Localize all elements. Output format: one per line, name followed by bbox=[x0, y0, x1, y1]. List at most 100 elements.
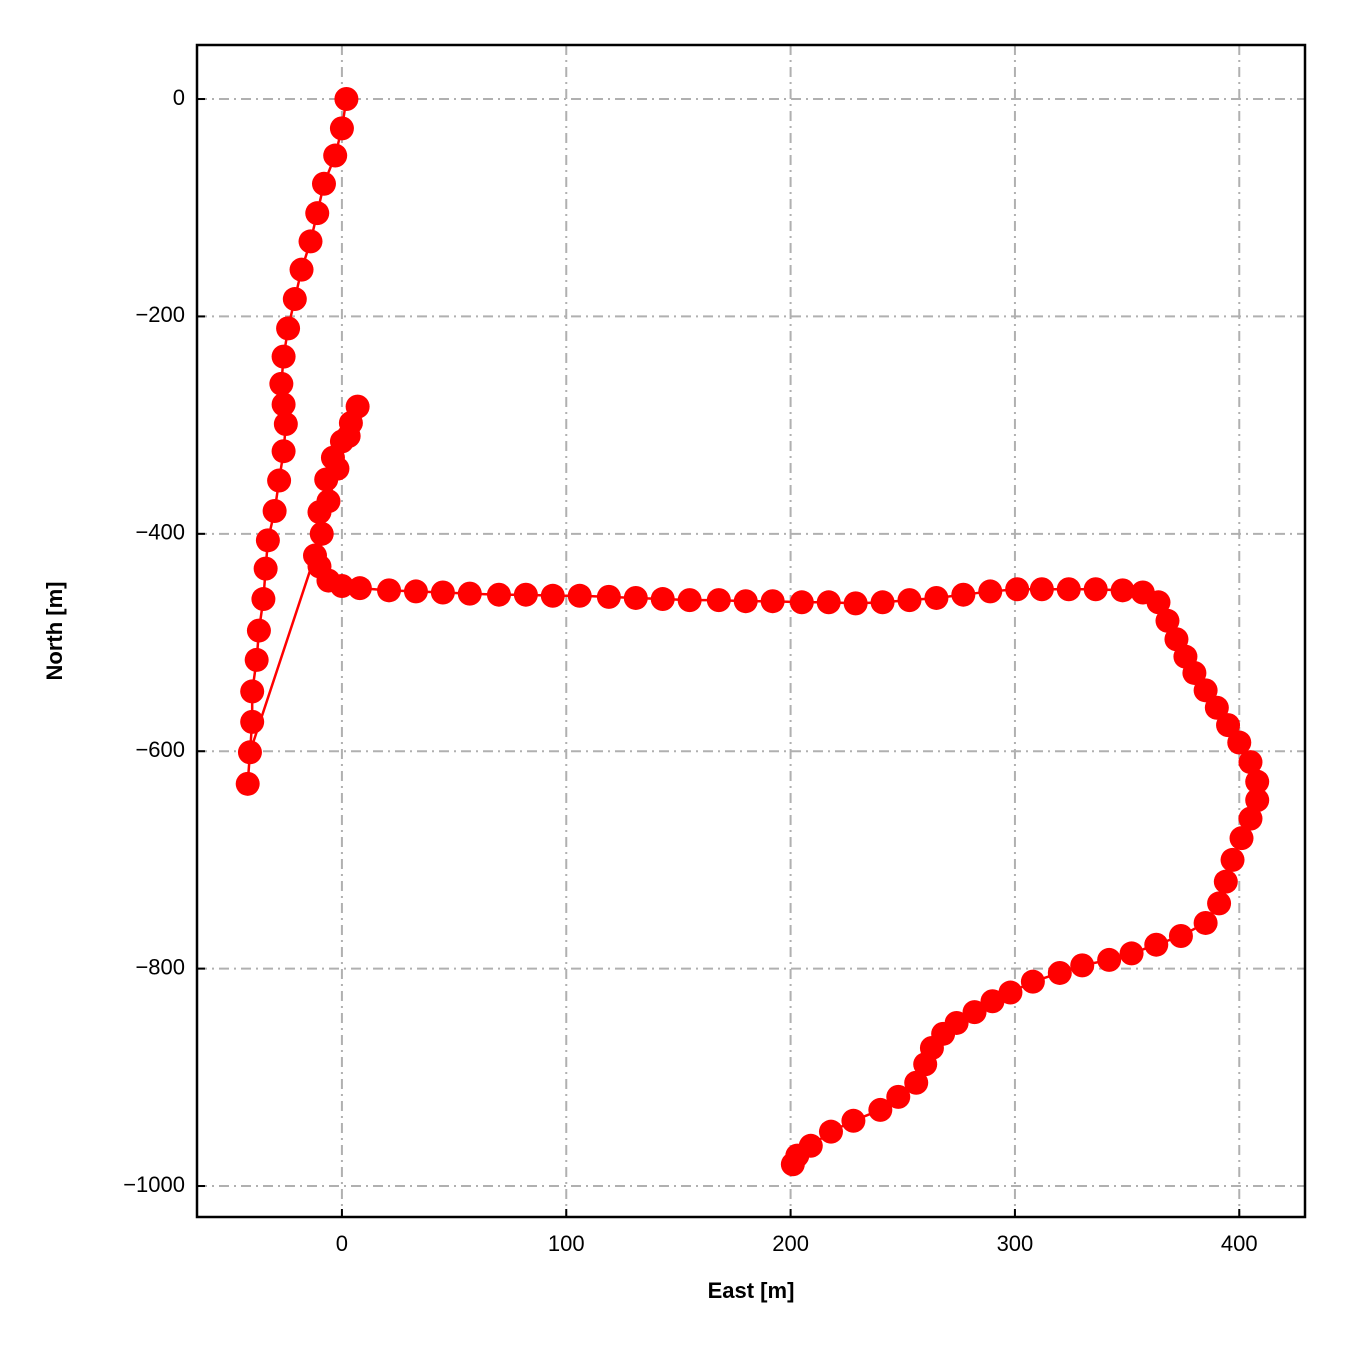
track-point bbox=[1213, 869, 1238, 894]
track-point bbox=[271, 439, 296, 464]
track-point bbox=[271, 392, 296, 417]
track-point bbox=[251, 587, 276, 612]
track-point bbox=[567, 583, 592, 608]
track-point bbox=[998, 980, 1023, 1005]
track-point bbox=[980, 989, 1005, 1014]
track-point bbox=[329, 116, 354, 141]
track-point bbox=[1020, 969, 1045, 994]
track-point bbox=[1005, 577, 1030, 602]
plot-frame bbox=[195, 43, 1307, 1219]
y-tick-label: −1000 bbox=[123, 1172, 185, 1197]
track-point bbox=[818, 1119, 843, 1144]
track-point bbox=[255, 528, 280, 553]
track-point bbox=[237, 740, 262, 765]
track-point bbox=[329, 573, 354, 598]
track-point bbox=[596, 584, 621, 609]
track-point bbox=[246, 618, 271, 643]
track-point bbox=[843, 591, 868, 616]
x-tick-label: 200 bbox=[772, 1231, 809, 1256]
track-point bbox=[457, 581, 482, 606]
track-point bbox=[334, 87, 359, 112]
track-point bbox=[897, 588, 922, 613]
track-point bbox=[886, 1084, 911, 1109]
track-point bbox=[816, 590, 841, 615]
track-point bbox=[430, 580, 455, 605]
x-tick-label: 100 bbox=[548, 1231, 585, 1256]
y-tick-label: −200 bbox=[135, 302, 185, 327]
track-point bbox=[868, 1097, 893, 1122]
track-point bbox=[276, 316, 301, 341]
track-point bbox=[1193, 678, 1218, 703]
x-tick-label: 400 bbox=[1221, 1231, 1258, 1256]
track-point bbox=[289, 257, 314, 282]
track-point bbox=[623, 585, 648, 610]
track-point bbox=[240, 709, 265, 734]
track-point bbox=[267, 468, 292, 493]
track-point bbox=[1144, 932, 1169, 957]
track-point bbox=[1216, 713, 1241, 738]
track-point bbox=[271, 344, 296, 369]
track-point bbox=[1229, 826, 1254, 851]
track-point bbox=[1056, 577, 1081, 602]
track-point bbox=[347, 576, 372, 601]
x-axis-label: East [m] bbox=[708, 1278, 795, 1303]
track-point bbox=[650, 587, 675, 612]
track-point bbox=[403, 579, 428, 604]
track-point bbox=[298, 229, 323, 254]
y-tick-label: −600 bbox=[135, 737, 185, 762]
track-point bbox=[323, 143, 348, 168]
y-axis-label: North [m] bbox=[42, 582, 67, 681]
track-point bbox=[1220, 847, 1245, 872]
track-point bbox=[913, 1052, 938, 1077]
y-tick-label: −800 bbox=[135, 954, 185, 979]
track-point bbox=[978, 579, 1003, 604]
track-point bbox=[1245, 788, 1270, 813]
track-point bbox=[1238, 806, 1263, 831]
track-point bbox=[325, 456, 350, 481]
track-point bbox=[240, 679, 265, 704]
track-point bbox=[235, 771, 260, 796]
track-point bbox=[345, 394, 370, 419]
track-point bbox=[677, 588, 702, 613]
y-tick-label: −400 bbox=[135, 520, 185, 545]
track-point bbox=[1047, 960, 1072, 985]
track-point bbox=[1110, 578, 1135, 603]
track-point bbox=[311, 171, 336, 196]
track-point bbox=[1245, 769, 1270, 794]
track-point bbox=[262, 498, 287, 523]
track-point bbox=[1227, 730, 1252, 755]
track-point bbox=[316, 489, 341, 514]
track-line bbox=[246, 98, 1259, 1165]
track-point bbox=[377, 578, 402, 603]
track-point bbox=[1207, 891, 1232, 916]
track-point bbox=[733, 589, 758, 614]
track-point bbox=[1168, 924, 1193, 949]
track-point bbox=[904, 1070, 929, 1095]
x-tick-label: 300 bbox=[997, 1231, 1034, 1256]
track-point bbox=[962, 1000, 987, 1025]
track-point bbox=[1097, 947, 1122, 972]
track-point bbox=[253, 556, 278, 581]
track-point bbox=[706, 588, 731, 613]
x-tick-label: 0 bbox=[336, 1231, 348, 1256]
track-point bbox=[789, 590, 814, 615]
track-point bbox=[1146, 590, 1171, 615]
track-point bbox=[336, 423, 361, 448]
track-point bbox=[780, 1152, 805, 1177]
track-point bbox=[841, 1108, 866, 1133]
y-tick-label: 0 bbox=[173, 85, 185, 110]
track-point bbox=[1204, 695, 1229, 720]
track-point bbox=[273, 412, 298, 437]
track-point bbox=[1155, 608, 1180, 633]
track-point bbox=[870, 590, 895, 615]
track-point bbox=[244, 647, 269, 672]
track-point bbox=[305, 201, 330, 226]
track-point bbox=[309, 521, 334, 546]
track-point bbox=[1083, 577, 1108, 602]
track-point bbox=[1182, 660, 1207, 685]
track-point bbox=[924, 585, 949, 610]
track-point bbox=[760, 589, 785, 614]
track-point bbox=[269, 371, 294, 396]
track-point bbox=[1029, 577, 1054, 602]
